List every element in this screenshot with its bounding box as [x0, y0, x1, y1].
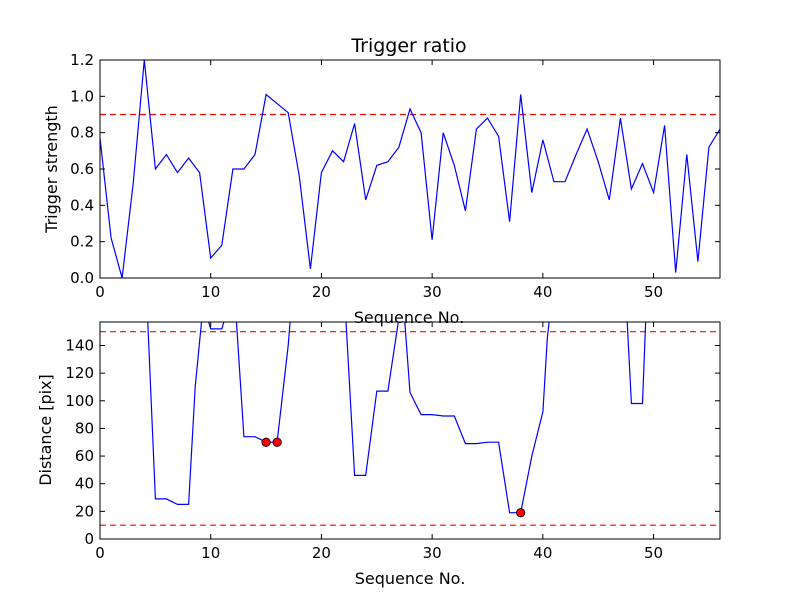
bottom-series-line-0-3 [345, 322, 550, 514]
marker-point-1 [272, 437, 282, 447]
bottom-series-line-0-0 [147, 322, 203, 505]
marker-point-2 [516, 508, 526, 518]
top-x-tick-label-1: 10 [201, 283, 220, 301]
bottom-x-axis-label: Sequence No. [355, 569, 466, 588]
top-x-tick-label-3: 30 [423, 283, 442, 301]
top-y-tick-label-4: 0.8 [70, 124, 94, 142]
bottom-series-line-0-1 [208, 322, 225, 330]
bottom-x-tick-label-0: 0 [95, 544, 105, 562]
bottom-y-tick-label-0: 0 [84, 530, 94, 548]
bottom-markers [261, 437, 526, 518]
bottom-axes-frame [99, 321, 721, 540]
top-x-axis-label: Sequence No. [354, 308, 465, 327]
distance-plot: 0 10 20 30 40 50 0 20 40 60 80 100 120 140 Sequence N… [36, 321, 721, 588]
bottom-y-tick-label-2: 40 [75, 475, 94, 493]
bottom-y-tick-label-5: 100 [65, 392, 94, 410]
bottom-x-tick-label-4: 40 [533, 544, 552, 562]
top-plot-area [100, 60, 720, 278]
bottom-x-tick-label-2: 20 [312, 544, 331, 562]
top-y-tick-label-1: 0.2 [70, 233, 94, 251]
bottom-axes: 0 10 20 30 40 50 0 20 40 60 80 100 120 140 [65, 322, 720, 562]
top-y-tick-label-0: 0.0 [70, 269, 94, 287]
top-x-tick-label-0: 0 [95, 283, 105, 301]
top-y-tick-label-2: 0.4 [70, 196, 94, 214]
bottom-y-tick-label-1: 20 [75, 502, 94, 520]
top-x-tick-label-4: 40 [533, 283, 552, 301]
top-y-axis-label: Trigger strength [42, 105, 61, 234]
bottom-series-line-0-4 [626, 322, 647, 405]
bottom-y-tick-label-4: 80 [75, 419, 94, 437]
top-y-tick-label-3: 0.6 [70, 160, 94, 178]
top-y-tick-label-5: 1.0 [70, 87, 94, 105]
bottom-x-tick-label-1: 10 [201, 544, 220, 562]
marker-point-0 [261, 437, 271, 447]
top-y-tick-label-6: 1.2 [70, 51, 94, 69]
top-axes-frame [99, 59, 721, 279]
bottom-x-tick-label-5: 50 [644, 544, 663, 562]
bottom-y-axis-label: Distance [pix] [36, 374, 55, 486]
bottom-x-tick-label-3: 30 [423, 544, 442, 562]
chart-title: Trigger ratio [350, 35, 466, 57]
top-x-tick-label-2: 20 [312, 283, 331, 301]
top-x-tick-label-5: 50 [644, 283, 663, 301]
top-series-line-0-0 [100, 60, 720, 278]
bottom-y-tick-label-3: 60 [75, 447, 94, 465]
bottom-y-tick-label-7: 140 [65, 336, 94, 354]
top-axes: 0 10 20 30 40 50 0.0 0.2 0.4 0.6 0.8 1.0 1.2 [70, 51, 720, 301]
bottom-y-tick-label-6: 120 [65, 364, 94, 382]
